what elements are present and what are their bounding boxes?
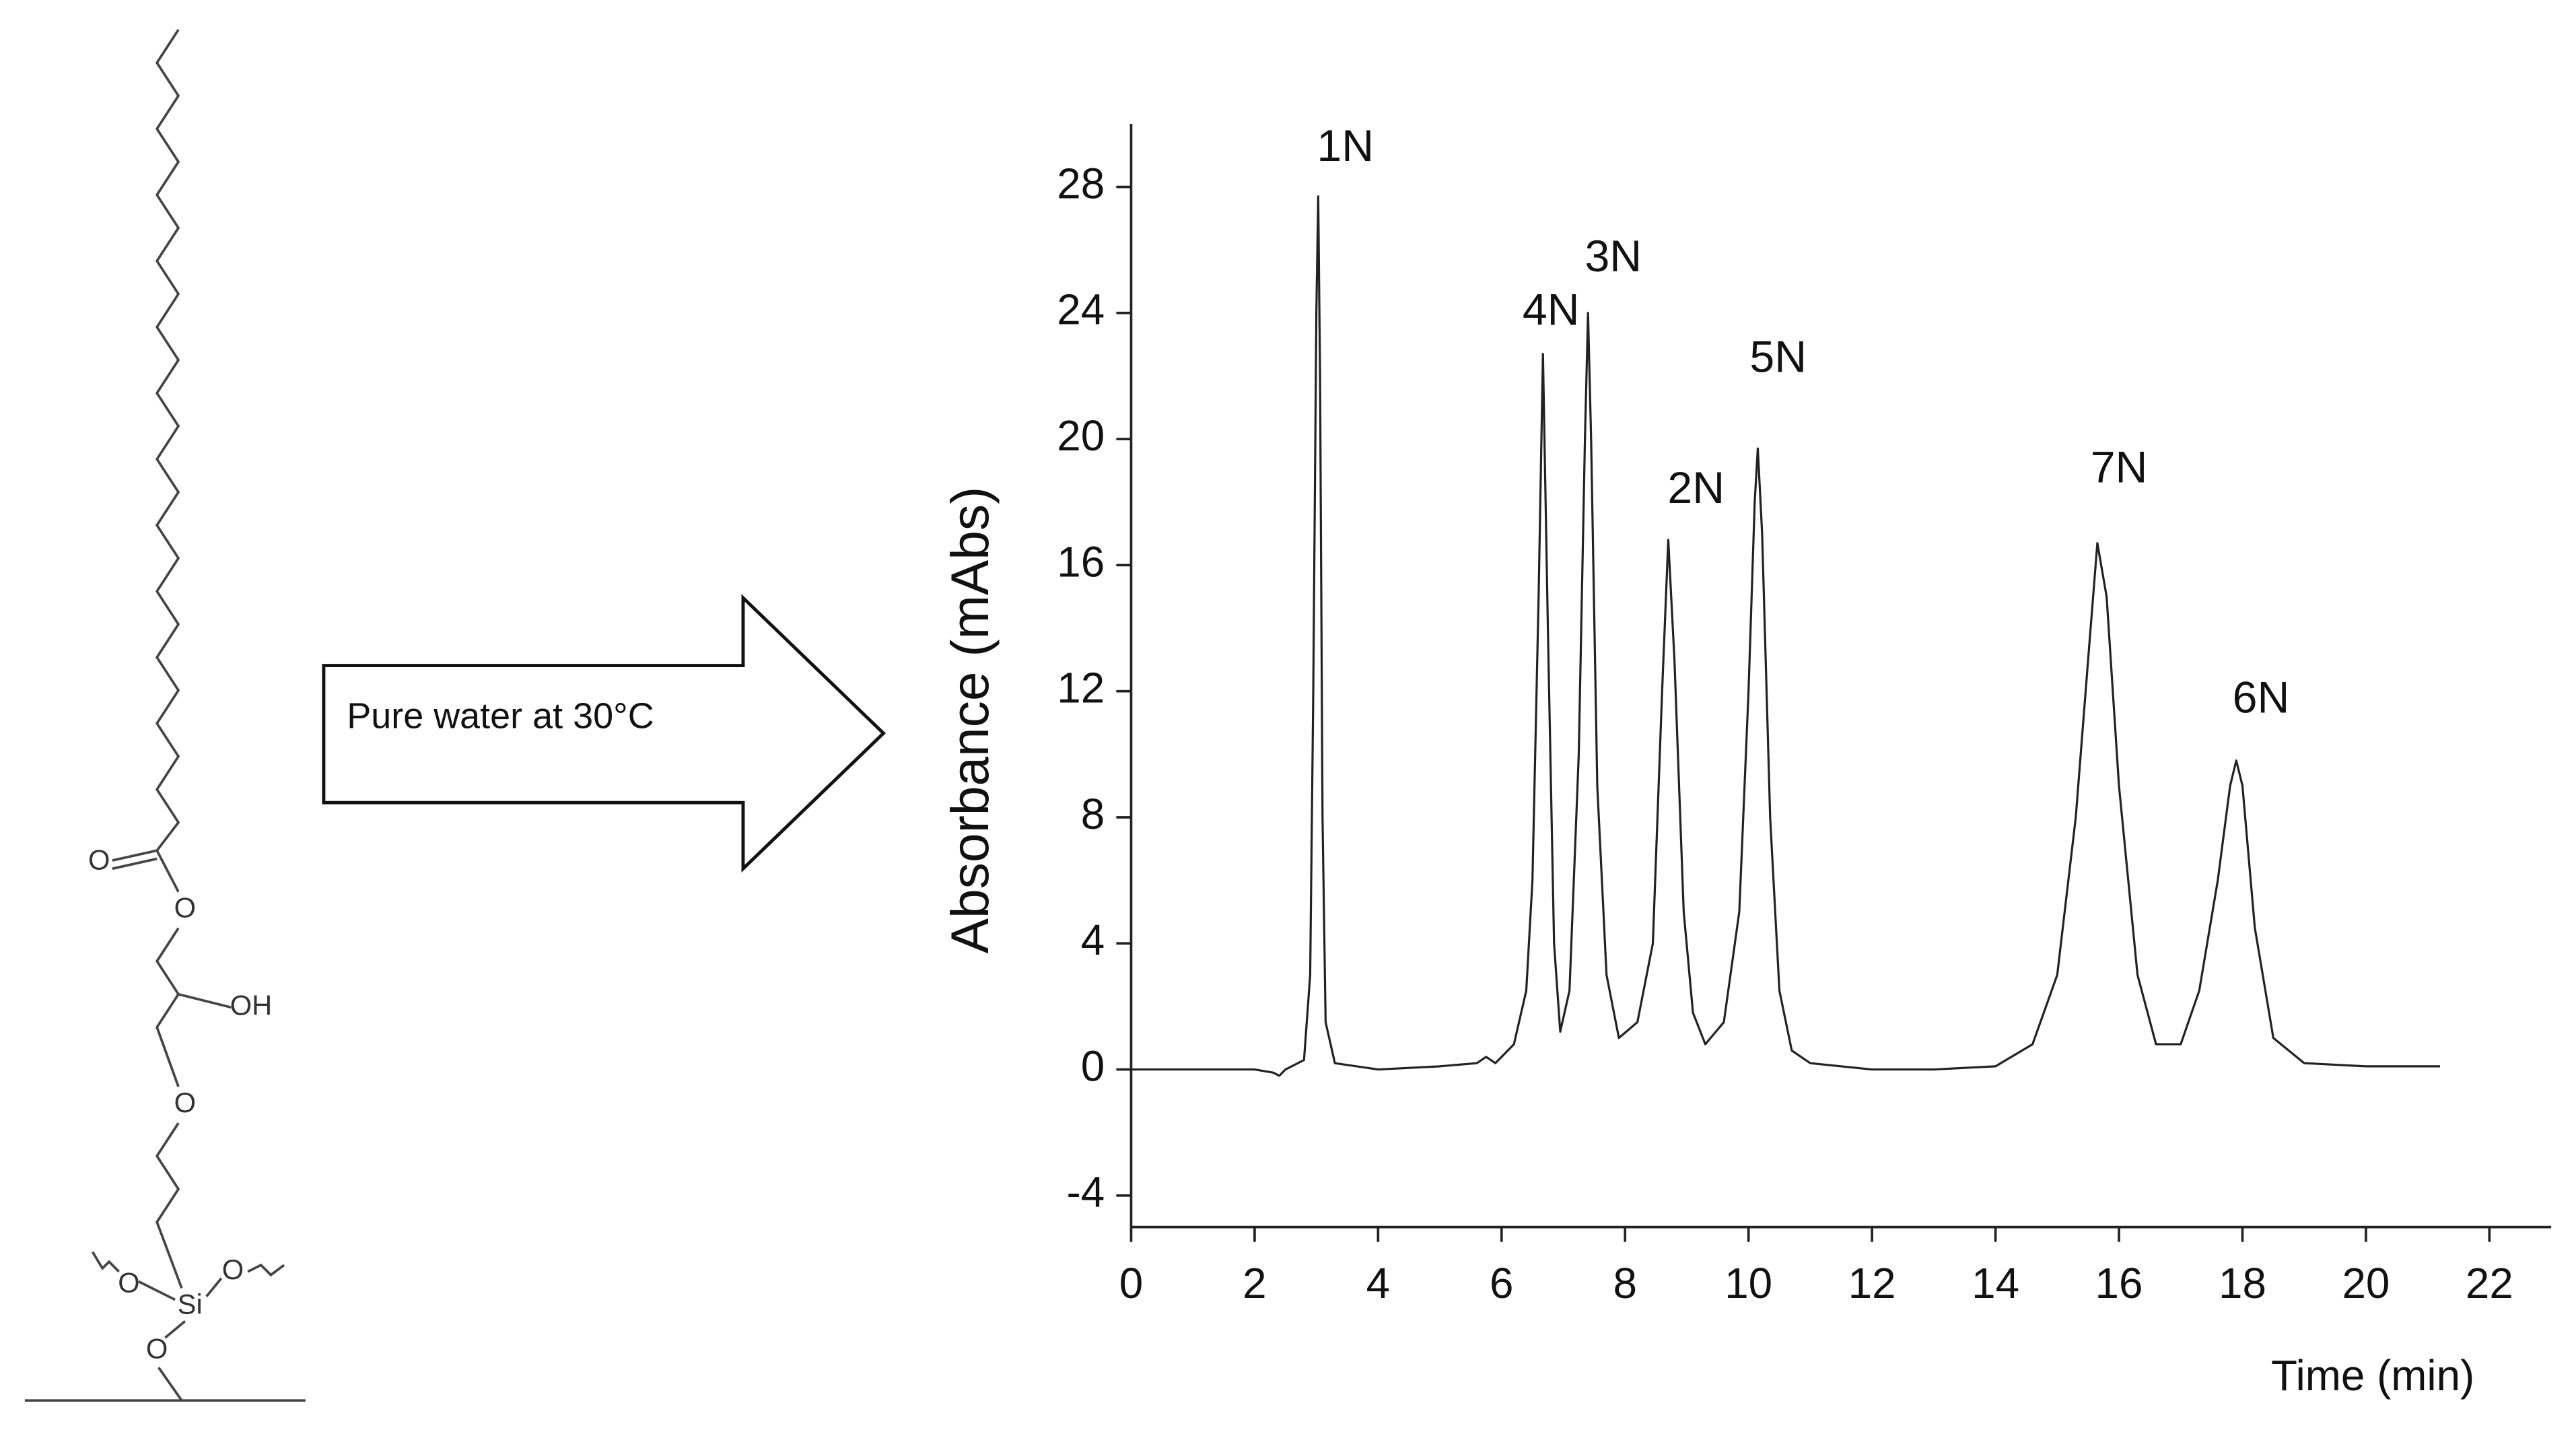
atom-label: O: [222, 1254, 244, 1285]
arrow: [322, 594, 886, 873]
wavy-bond: [91, 1251, 120, 1273]
peak-label: 1N: [1317, 121, 1374, 171]
x-axis-title: Time (min): [2271, 1351, 2474, 1400]
x-tick-label: 8: [1613, 1259, 1637, 1307]
x-tick-label: 6: [1490, 1259, 1513, 1307]
y-tick-label: 16: [1057, 537, 1105, 586]
x-tick-label: 18: [2219, 1259, 2266, 1307]
linker-bonds: [155, 927, 232, 1009]
peak-label: 2N: [1667, 463, 1725, 513]
x-tick-label: 2: [1243, 1259, 1266, 1307]
y-tick-label: 20: [1057, 411, 1105, 460]
x-tick-label: 0: [1119, 1259, 1143, 1307]
y-axis-title: Absorbance (mAbs): [940, 487, 1000, 954]
atom-label: O: [118, 1267, 139, 1299]
y-tick-label: 8: [1081, 790, 1105, 838]
atom-label: Si: [178, 1288, 203, 1320]
x-tick-label: 4: [1366, 1259, 1390, 1307]
atom-label: O: [174, 1087, 196, 1118]
atom-label: O: [146, 1333, 168, 1365]
peak-label: 7N: [2091, 442, 2148, 492]
chromatogram-line: [1131, 195, 2441, 1077]
peak-label: 6N: [2233, 673, 2290, 722]
linker-bonds: [155, 993, 180, 1087]
y-tick-label: 12: [1057, 664, 1105, 712]
atom-label: O: [88, 844, 110, 876]
si-bond: [164, 1320, 186, 1339]
x-tick-label: 22: [2466, 1259, 2513, 1307]
molecule: [24, 29, 306, 1402]
x-tick-label: 12: [1848, 1259, 1896, 1307]
peak-label: 4N: [1523, 285, 1580, 335]
peak-label: 5N: [1749, 333, 1807, 382]
carbonyl-bond: [112, 857, 158, 870]
x-tick-label: 20: [2342, 1259, 2390, 1307]
y-tick-label: 0: [1081, 1042, 1105, 1090]
si-bond: [138, 1280, 176, 1301]
y-tick-label: -4: [1067, 1168, 1105, 1217]
si-bond: [158, 1367, 183, 1402]
x-tick-label: 10: [1725, 1259, 1772, 1307]
x-tick-label: 14: [1972, 1259, 2019, 1307]
peak-label: 3N: [1585, 232, 1642, 281]
y-tick-label: 24: [1057, 285, 1105, 334]
wavy-bond: [247, 1263, 285, 1277]
atom-label: O: [174, 892, 196, 924]
atom-labels: O O OH O O Si O O: [88, 844, 272, 1365]
carbonyl-bond: [112, 849, 158, 862]
y-tick-label: 28: [1057, 159, 1105, 207]
si-bond: [205, 1277, 223, 1297]
linker-bonds: [155, 1122, 183, 1289]
y-tick-label: 4: [1081, 916, 1105, 964]
arrow-label: Pure water at 30°C: [347, 695, 654, 736]
alkyl-chain: [155, 29, 180, 893]
atom-label: OH: [230, 989, 273, 1021]
x-tick-label: 16: [2095, 1259, 2143, 1307]
